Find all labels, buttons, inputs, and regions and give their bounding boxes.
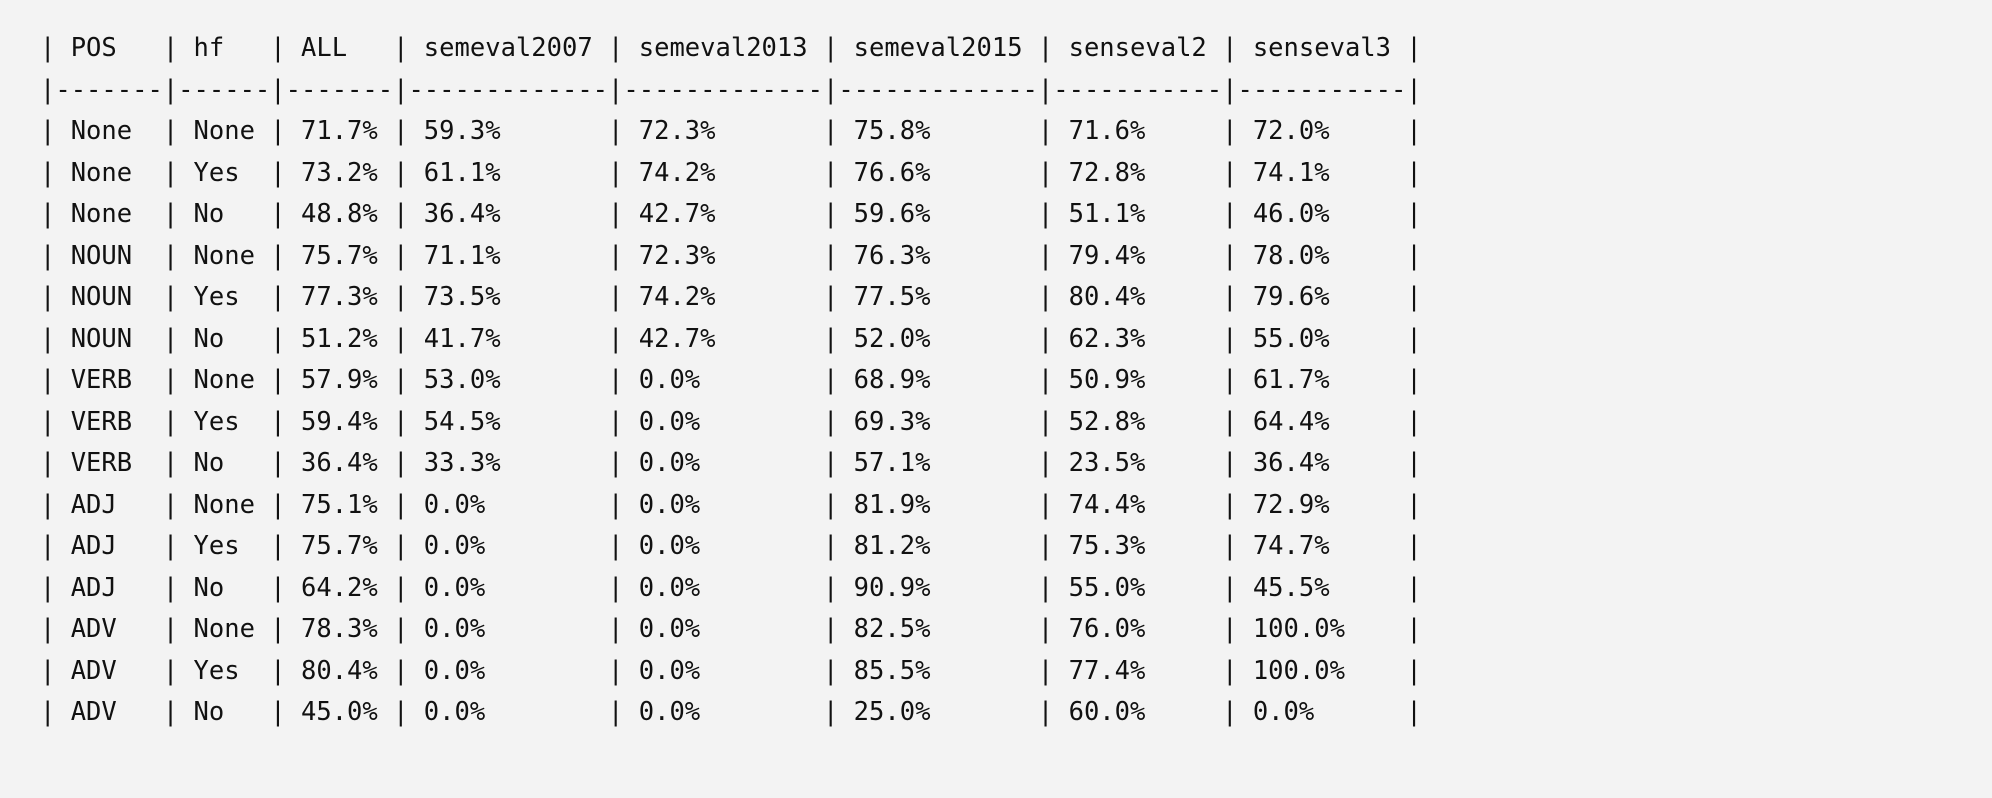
table-row: | ADV | Yes | 80.4% | 0.0% | 0.0% | 85.5… <box>40 655 1422 686</box>
table-row: | None | No | 48.8% | 36.4% | 42.7% | 59… <box>40 199 1422 229</box>
table-row: | None | Yes | 73.2% | 61.1% | 74.2% | 7… <box>40 157 1422 188</box>
table-row: | VERB | Yes | 59.4% | 54.5% | 0.0% | 69… <box>40 406 1422 437</box>
markdown-table: | POS | hf | ALL | semeval2007 | semeval… <box>40 28 1422 734</box>
table-row: | NOUN | Yes | 77.3% | 73.5% | 74.2% | 7… <box>40 282 1422 312</box>
table-separator: |-------|------|-------|-------------|--… <box>40 74 1422 105</box>
table-row: | NOUN | None | 75.7% | 71.1% | 72.3% | … <box>40 240 1422 271</box>
table-row: | ADV | None | 78.3% | 0.0% | 0.0% | 82.… <box>40 614 1422 644</box>
table-row: | ADV | No | 45.0% | 0.0% | 0.0% | 25.0%… <box>40 697 1422 727</box>
table-row: | ADJ | None | 75.1% | 0.0% | 0.0% | 81.… <box>40 489 1422 520</box>
table-row: | ADJ | Yes | 75.7% | 0.0% | 0.0% | 81.2… <box>40 531 1422 561</box>
table-row: | VERB | No | 36.4% | 33.3% | 0.0% | 57.… <box>40 448 1422 478</box>
table-row: | VERB | None | 57.9% | 53.0% | 0.0% | 6… <box>40 365 1422 395</box>
table-row: | NOUN | No | 51.2% | 41.7% | 42.7% | 52… <box>40 323 1422 354</box>
table-header-row: | POS | hf | ALL | semeval2007 | semeval… <box>40 33 1422 63</box>
table-row: | ADJ | No | 64.2% | 0.0% | 0.0% | 90.9%… <box>40 572 1422 603</box>
table-row: | None | None | 71.7% | 59.3% | 72.3% | … <box>40 116 1422 146</box>
